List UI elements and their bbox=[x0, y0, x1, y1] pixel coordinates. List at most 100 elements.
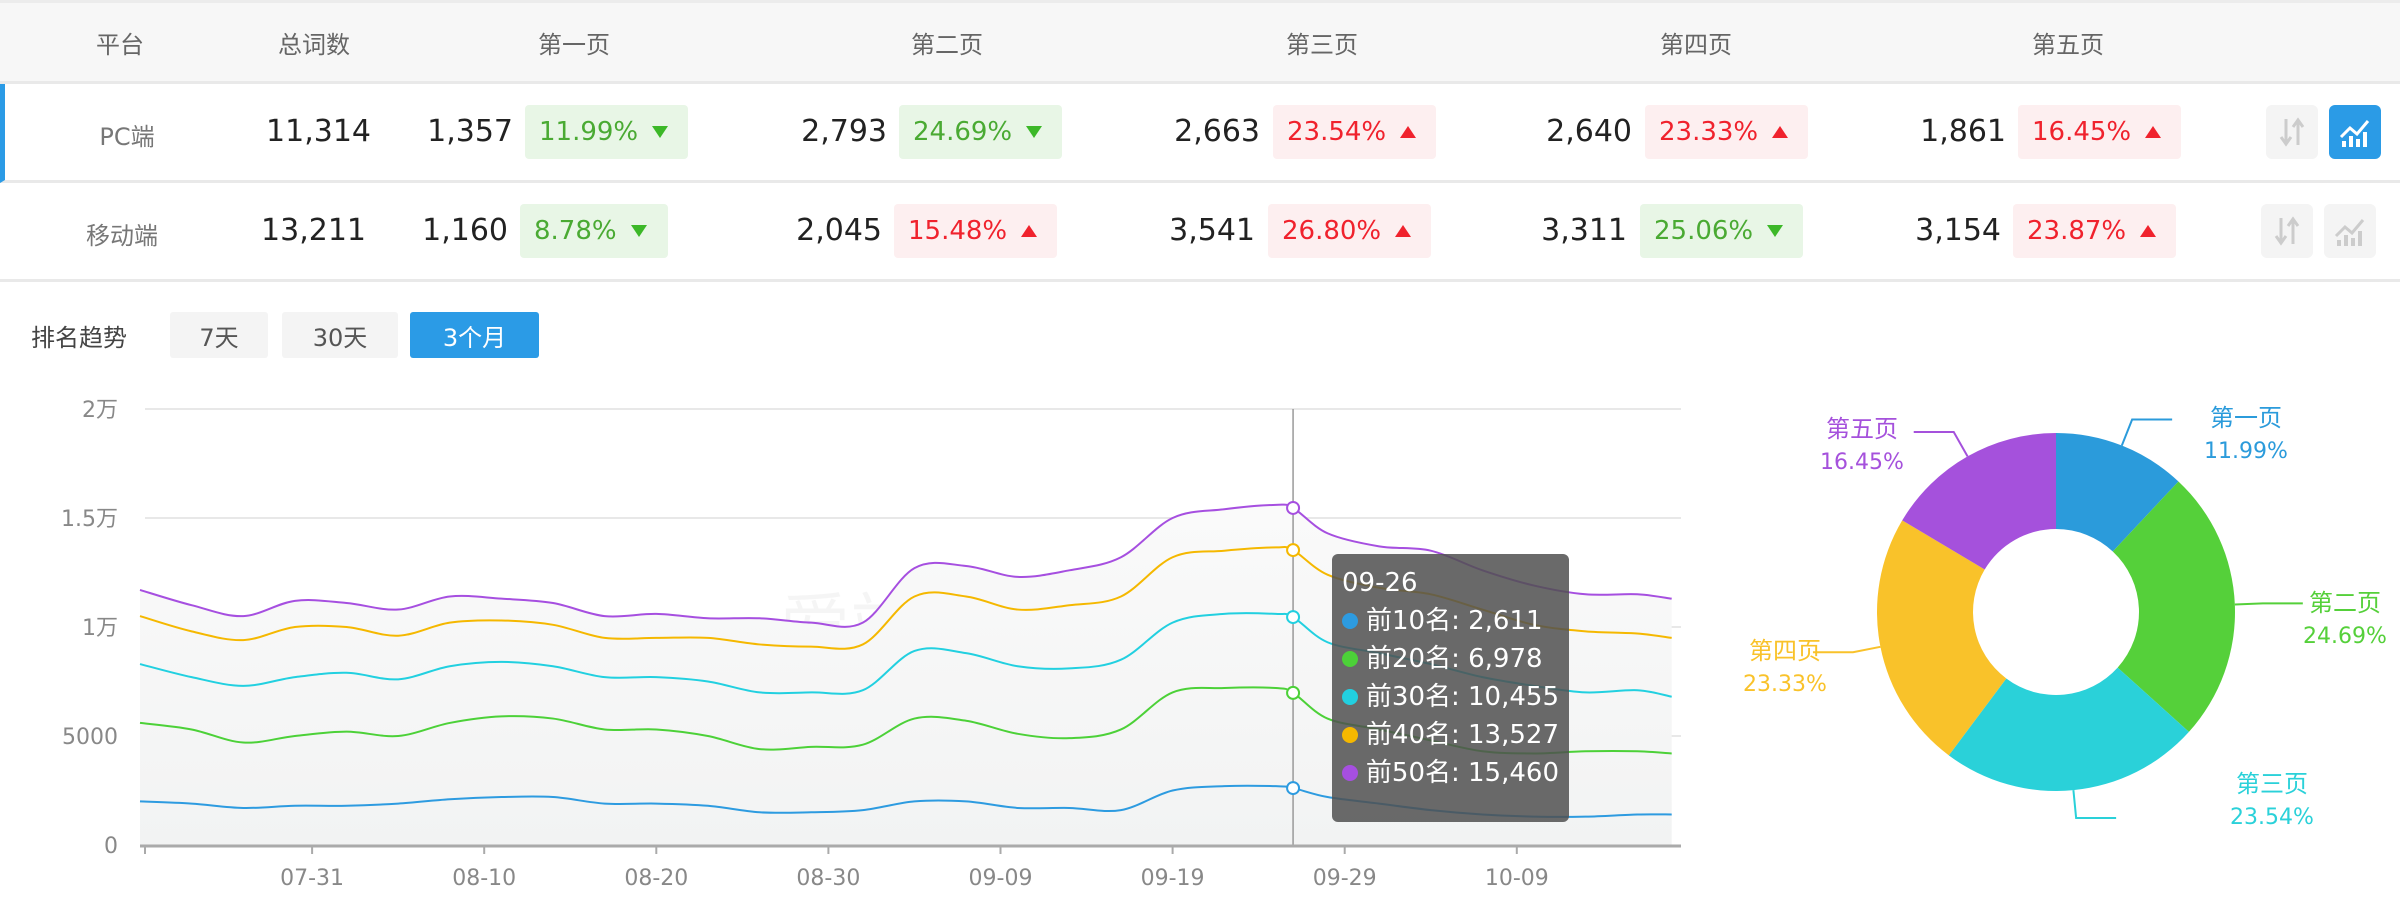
y-tick-label: 1.5万 bbox=[61, 507, 118, 532]
percent-value: 24.69% bbox=[913, 117, 1013, 147]
x-tick-label: 08-30 bbox=[796, 866, 860, 891]
trend-chart-button[interactable] bbox=[2329, 105, 2381, 159]
trend-title: 排名趋势 bbox=[31, 324, 127, 352]
pie-slice[interactable] bbox=[2056, 433, 2179, 552]
arrow-down-icon bbox=[652, 126, 669, 138]
series-dot-icon bbox=[1342, 765, 1358, 781]
percent-badge: 15.48% bbox=[894, 204, 1057, 258]
percent-badge: 23.54% bbox=[1273, 105, 1436, 159]
percent-badge: 16.45% bbox=[2018, 105, 2181, 159]
pie-leader-line bbox=[1913, 431, 1969, 457]
tooltip-value: 前40名: 13,527 bbox=[1365, 720, 1559, 750]
pie-label: 第四页 23.33% bbox=[1743, 634, 1827, 702]
sort-button[interactable] bbox=[2261, 204, 2313, 258]
arrow-up-icon bbox=[1395, 225, 1412, 237]
y-tick-label: 1万 bbox=[82, 616, 118, 641]
tooltip-item: 前50名: 15,460 bbox=[1342, 754, 1559, 792]
x-tick-label: 07-31 bbox=[280, 866, 344, 891]
header-total: 总词数 bbox=[278, 31, 350, 59]
tooltip-value: 前20名: 6,978 bbox=[1366, 644, 1543, 674]
arrow-up-icon bbox=[1400, 126, 1417, 138]
arrow-down-icon bbox=[1026, 126, 1043, 138]
pie-label-percent: 16.45% bbox=[1820, 450, 1904, 475]
percent-value: 15.48% bbox=[908, 216, 1008, 246]
y-tick-label: 5000 bbox=[62, 725, 118, 750]
header-page1: 第一页 bbox=[538, 31, 610, 59]
pie-label-name: 第四页 bbox=[1748, 637, 1821, 665]
total-count: 13,211 bbox=[261, 213, 366, 248]
header-page5: 第五页 bbox=[2032, 31, 2104, 59]
percent-badge: 25.06% bbox=[1640, 204, 1803, 258]
page-count: 2,793 bbox=[801, 114, 887, 149]
percent-value: 16.45% bbox=[2032, 117, 2132, 147]
page-count: 3,154 bbox=[1915, 213, 2001, 248]
table-row[interactable]: PC端 11,314 1,357 11.99% 2,793 24.69% 2,663 … bbox=[0, 84, 2400, 183]
page-count: 1,357 bbox=[427, 114, 513, 149]
sort-button[interactable] bbox=[2266, 105, 2318, 159]
y-tick-label: 2万 bbox=[82, 398, 118, 423]
page-distribution-donut-chart[interactable] bbox=[1700, 360, 2400, 880]
page-count: 2,045 bbox=[796, 213, 882, 248]
platform-name: 移动端 bbox=[86, 222, 158, 250]
pie-slice[interactable] bbox=[1877, 520, 2007, 756]
x-tick-label: 09-09 bbox=[969, 866, 1033, 891]
trend-chart-icon bbox=[2334, 219, 2365, 246]
pie-label: 第五页 16.45% bbox=[1820, 412, 1904, 480]
rank-trend-line-chart[interactable]: 050001万1.5万2万爱站网07-3108-1008-2008-3009-0… bbox=[0, 380, 1700, 924]
pie-slice[interactable] bbox=[1948, 667, 2189, 791]
percent-value: 11.99% bbox=[539, 117, 639, 147]
page-count: 3,541 bbox=[1169, 213, 1255, 248]
range-7d-button[interactable]: 7天 bbox=[170, 312, 268, 358]
percent-value: 26.80% bbox=[1282, 216, 1382, 246]
pie-label-name: 第三页 bbox=[2235, 770, 2308, 798]
pie-leader-line bbox=[2120, 418, 2173, 446]
tooltip-item: 前20名: 6,978 bbox=[1342, 640, 1559, 678]
hover-point bbox=[1286, 781, 1301, 796]
pie-leader-line bbox=[2072, 790, 2117, 820]
pie-label: 第三页 23.54% bbox=[2230, 767, 2314, 835]
pie-label-name: 第二页 bbox=[2308, 589, 2381, 617]
trend-chart-button[interactable] bbox=[2324, 204, 2376, 258]
percent-badge: 26.80% bbox=[1268, 204, 1431, 258]
pie-label: 第一页 11.99% bbox=[2204, 401, 2288, 469]
series-dot-icon bbox=[1342, 613, 1358, 629]
percent-badge: 23.87% bbox=[2013, 204, 2176, 258]
x-tick-label: 08-20 bbox=[624, 866, 688, 891]
sort-icon bbox=[2279, 117, 2305, 147]
hover-point bbox=[1286, 500, 1301, 515]
percent-value: 23.33% bbox=[1659, 117, 1759, 147]
pie-label-percent: 23.54% bbox=[2230, 805, 2314, 830]
tooltip-value: 前50名: 15,460 bbox=[1365, 758, 1559, 788]
series-dot-icon bbox=[1342, 727, 1358, 743]
tooltip-value: 前30名: 10,455 bbox=[1365, 682, 1559, 712]
platform-name: PC端 bbox=[99, 123, 155, 151]
percent-value: 23.54% bbox=[1287, 117, 1387, 147]
percent-value: 23.87% bbox=[2027, 216, 2127, 246]
arrow-down-icon bbox=[630, 225, 647, 237]
hover-point bbox=[1286, 543, 1301, 558]
page-count: 3,311 bbox=[1541, 213, 1627, 248]
pie-slice[interactable] bbox=[1902, 433, 2056, 570]
header-platform: 平台 bbox=[96, 31, 144, 59]
page-count: 1,861 bbox=[1920, 114, 2006, 149]
page-count: 1,160 bbox=[422, 213, 508, 248]
x-tick-label: 08-10 bbox=[452, 866, 516, 891]
percent-value: 25.06% bbox=[1654, 216, 1754, 246]
header-page3: 第三页 bbox=[1286, 31, 1358, 59]
pie-slice[interactable] bbox=[2112, 481, 2235, 732]
tooltip-item: 前10名: 2,611 bbox=[1342, 602, 1559, 640]
pie-label-percent: 11.99% bbox=[2204, 439, 2288, 464]
header-page2: 第二页 bbox=[911, 31, 983, 59]
chart-area-fill bbox=[140, 504, 1672, 845]
percent-badge: 24.69% bbox=[899, 105, 1062, 159]
table-row[interactable]: 移动端 13,211 1,160 8.78% 2,045 15.48% 3,541 2… bbox=[0, 183, 2400, 282]
x-tick-label: 09-19 bbox=[1141, 866, 1205, 891]
range-30d-button[interactable]: 30天 bbox=[282, 312, 398, 358]
range-3m-button[interactable]: 3个月 bbox=[410, 312, 539, 358]
pie-label-percent: 23.33% bbox=[1743, 672, 1827, 697]
arrow-up-icon bbox=[2145, 126, 2162, 138]
hover-point bbox=[1286, 610, 1301, 625]
series-dot-icon bbox=[1342, 689, 1358, 705]
chart-tooltip: 09-26 前10名: 2,611 前20名: 6,978 前30名: 10,455… bbox=[1332, 554, 1569, 822]
series-line-5[interactable] bbox=[139, 503, 1672, 628]
